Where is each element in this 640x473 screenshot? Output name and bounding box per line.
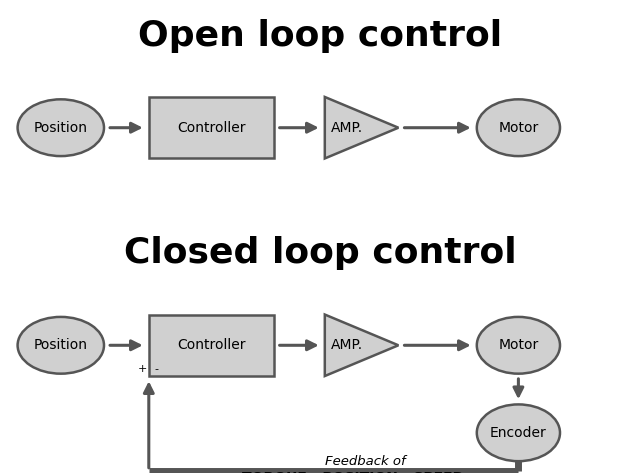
Text: Feedback of: Feedback of: [325, 455, 406, 468]
Text: Encoder: Encoder: [490, 426, 547, 440]
Text: AMP.: AMP.: [331, 338, 363, 352]
Text: Closed loop control: Closed loop control: [124, 236, 516, 271]
Polygon shape: [324, 97, 398, 158]
Text: Position: Position: [34, 338, 88, 352]
Ellipse shape: [17, 317, 104, 374]
Text: Motor: Motor: [499, 338, 538, 352]
Ellipse shape: [477, 404, 560, 461]
Text: Motor: Motor: [499, 121, 538, 135]
Bar: [149, 315, 274, 376]
Bar: [149, 97, 274, 158]
Text: Open loop control: Open loop control: [138, 19, 502, 53]
Polygon shape: [324, 315, 398, 376]
Text: AMP.: AMP.: [331, 121, 363, 135]
Text: Position: Position: [34, 121, 88, 135]
Ellipse shape: [17, 99, 104, 156]
Text: -: -: [154, 364, 159, 374]
Ellipse shape: [477, 317, 560, 374]
Ellipse shape: [477, 99, 560, 156]
Text: +: +: [138, 364, 147, 374]
Text: Controller: Controller: [177, 121, 246, 135]
Text: TORQUE - POSITION - SPEED: TORQUE - POSITION - SPEED: [242, 471, 464, 473]
Text: Controller: Controller: [177, 338, 246, 352]
